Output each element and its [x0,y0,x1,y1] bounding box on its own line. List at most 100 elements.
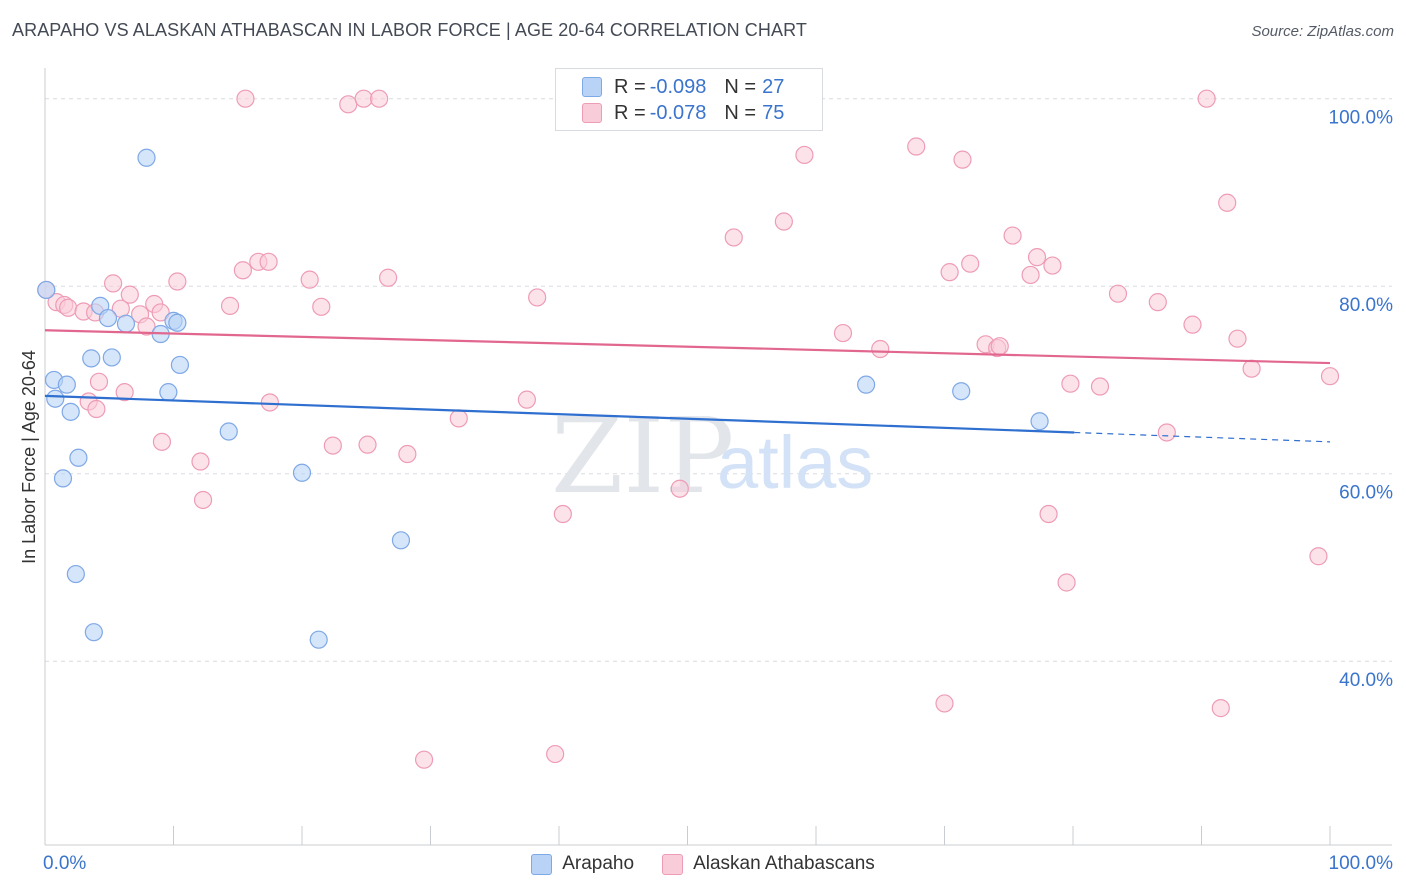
data-point-alaskan-athabascans [398,444,417,464]
legend-n-label: N = [724,75,757,98]
data-point-alaskan-athabascans [546,744,565,764]
legend-n-value: 75 [762,101,785,124]
data-point-arapaho [137,148,156,167]
legend-swatch-arapaho [582,77,602,97]
data-point-alaskan-athabascans [961,254,980,273]
data-point-arapaho [57,375,76,394]
chart-title: ARAPAHO VS ALASKAN ATHABASCAN IN LABOR F… [12,20,807,40]
y-axis-title: In Labor Force | Age 20-64 [19,350,39,564]
data-point-alaskan-athabascans [259,252,278,271]
data-point-arapaho [168,313,187,332]
data-point-arapaho [952,382,971,401]
trend-line-arapaho [44,394,1075,434]
data-point-alaskan-athabascans [300,270,319,289]
legend-swatch-alaskan-athabascans [582,103,602,123]
data-point-alaskan-athabascans [1043,256,1062,275]
data-point-arapaho [857,375,876,394]
data-point-alaskan-athabascans [670,479,689,498]
data-point-alaskan-athabascans [89,372,109,391]
data-point-arapaho [309,630,328,649]
data-point-alaskan-athabascans [104,274,123,293]
data-point-alaskan-athabascans [137,317,156,336]
data-point-alaskan-athabascans [1108,284,1128,303]
axis-labels: 100.0% 80.0% 60.0% 40.0% 0.0% 100.0% In Labor … [19,108,1393,874]
data-point-arapaho [292,463,312,482]
data-point-alaskan-athabascans [378,268,398,287]
data-point-alaskan-athabascans [1021,265,1040,285]
data-point-alaskan-athabascans [795,145,814,165]
series-legend: Arapaho Alaskan Athabascans [0,852,1406,876]
data-point-alaskan-athabascans [354,89,373,108]
data-point-alaskan-athabascans [1061,374,1080,393]
correlation-legend: R = -0.098 N = 27 R = -0.078 N = 75 [555,68,823,131]
data-point-alaskan-athabascans [220,296,240,315]
data-point-arapaho [84,623,103,642]
data-point-alaskan-athabascans [414,750,434,769]
data-point-alaskan-athabascans [120,285,139,304]
data-point-arapaho [159,383,178,402]
data-point-alaskan-athabascans [168,272,187,291]
trend-line-alaskan-athabascans [44,329,1331,365]
data-point-alaskan-athabascans [1003,226,1022,245]
series-swatch-arapaho [531,853,553,875]
data-point-alaskan-athabascans [1157,423,1176,442]
data-point-alaskan-athabascans [724,228,743,247]
data-point-alaskan-athabascans [1211,699,1230,718]
trend-line-arapaho-extension [1074,431,1331,443]
data-point-alaskan-athabascans [953,150,972,169]
data-point-alaskan-athabascans [151,303,170,322]
data-point-alaskan-athabascans [152,432,172,451]
data-point-alaskan-athabascans [59,298,78,317]
data-point-alaskan-athabascans [935,694,954,713]
series-legend-item-arapaho: Arapaho [531,853,634,875]
gridlines [45,98,1392,662]
data-point-arapaho [46,389,65,408]
watermark-atlas: atlas [717,421,873,504]
data-point-arapaho [69,448,88,467]
x-tick-label-right: 100.0% [1329,853,1394,874]
trend-lines [44,329,1331,443]
y-tick-label: 80.0% [1339,295,1393,316]
series-alaskan-athabascans [37,89,1340,769]
x-tick-label-left: 0.0% [43,853,86,874]
data-point-alaskan-athabascans [191,452,210,471]
axes [44,68,1392,846]
data-point-alaskan-athabascans [990,337,1009,356]
data-point-alaskan-athabascans [1242,359,1261,378]
data-point-alaskan-athabascans [1309,547,1328,566]
series-label-alaskan-athabascans: Alaskan Athabascans [693,853,875,874]
data-point-alaskan-athabascans [358,435,377,454]
data-point-alaskan-athabascans [528,288,547,307]
legend-row-alaskan-athabascans: R = -0.078 N = 75 [582,100,784,126]
data-point-alaskan-athabascans [260,393,279,412]
data-point-arapaho [66,564,85,584]
watermark-zip: ZIP [551,395,734,517]
data-point-alaskan-athabascans [1218,193,1237,212]
legend-r-label: R = [614,101,646,124]
series-label-arapaho: Arapaho [562,853,635,874]
data-point-alaskan-athabascans [323,436,342,455]
data-point-arapaho [116,314,136,333]
data-point-alaskan-athabascans [1183,315,1202,334]
series-swatch-alaskan-athabascans [662,853,684,875]
data-point-alaskan-athabascans [1148,293,1167,312]
data-point-alaskan-athabascans [871,339,890,359]
legend-n-label: N = [724,101,757,124]
data-point-arapaho [391,531,411,550]
data-point-alaskan-athabascans [193,490,213,510]
legend-r-value: -0.078 [649,101,707,124]
data-point-arapaho [219,422,238,441]
data-point-alaskan-athabascans [115,383,134,402]
data-point-arapaho [37,280,56,300]
data-point-alaskan-athabascans [449,409,468,428]
source-label: Source: ZipAtlas.com [1251,23,1394,40]
data-point-alaskan-athabascans [339,95,358,114]
y-tick-label: 100.0% [1329,108,1394,129]
data-point-alaskan-athabascans [233,261,252,280]
data-point-alaskan-athabascans [940,263,959,282]
legend-row-arapaho: R = -0.098 N = 27 [582,74,784,100]
data-point-alaskan-athabascans [833,323,853,343]
y-tick-label: 40.0% [1339,670,1393,691]
